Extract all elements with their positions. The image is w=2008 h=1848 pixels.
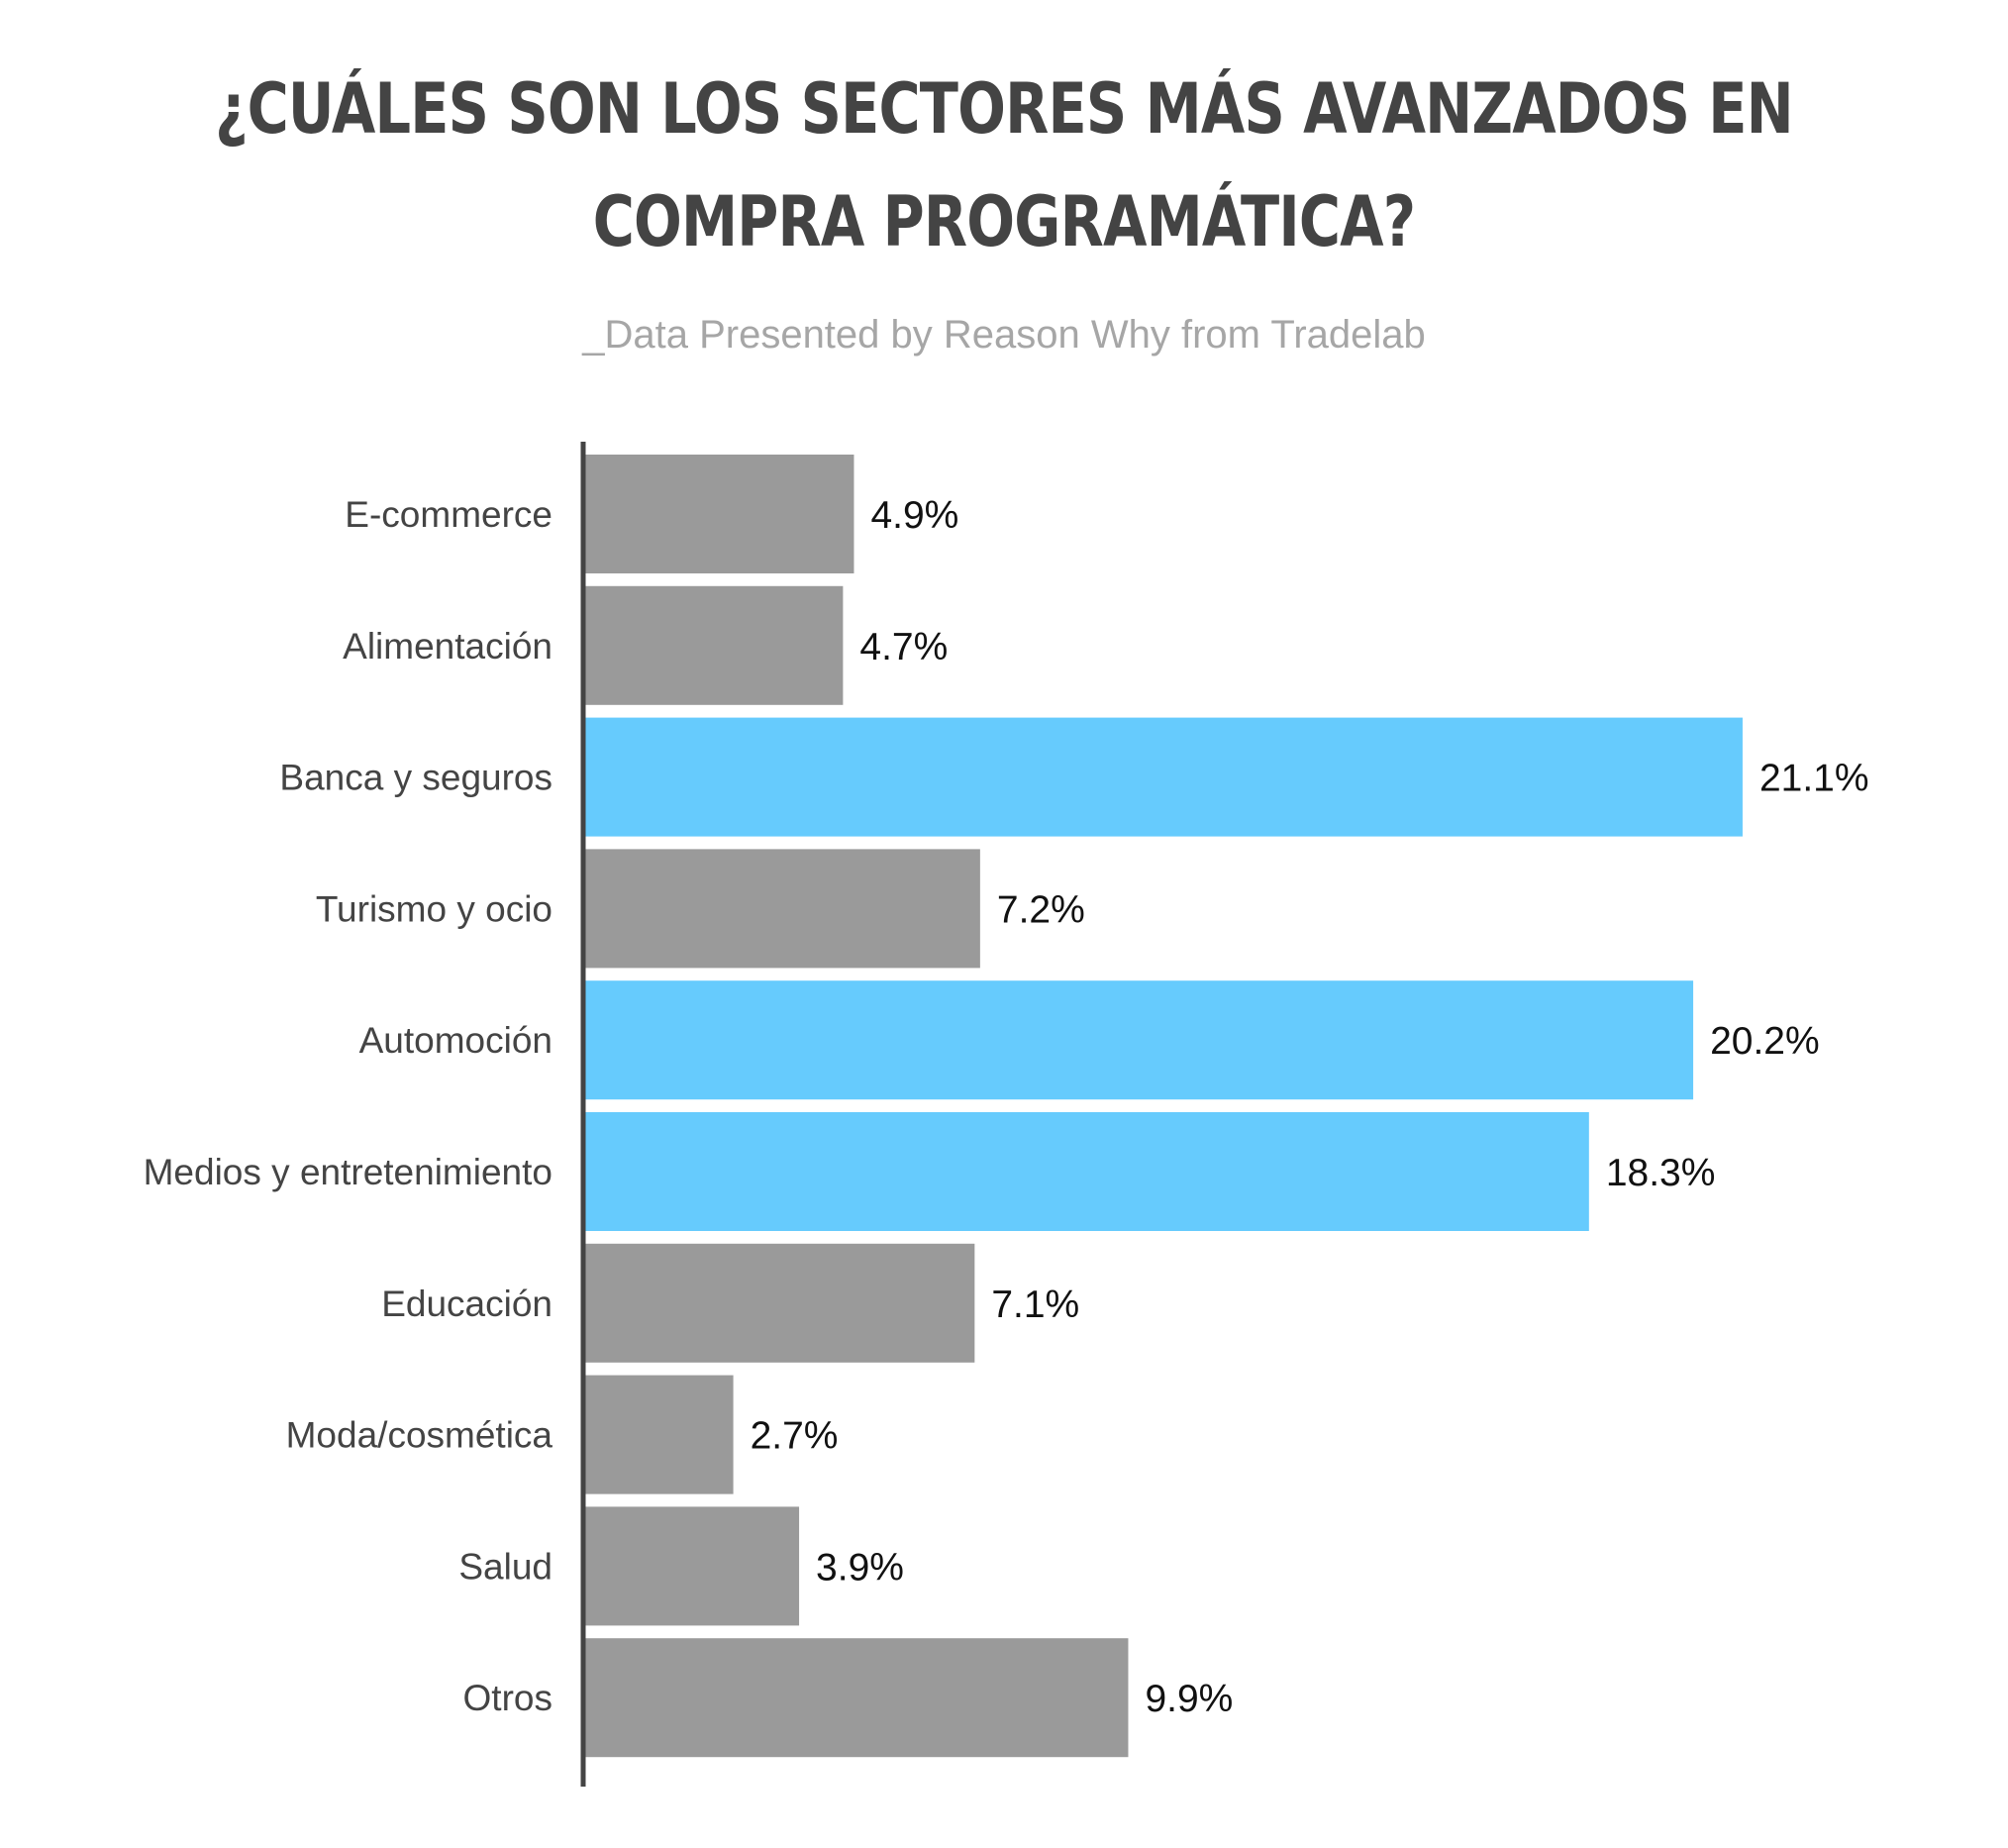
bar	[585, 849, 980, 969]
category-label: Educación	[381, 1283, 552, 1324]
bar	[585, 1112, 1589, 1231]
chart-title-line-1: ¿CUÁLES SON LOS SECTORES MÁS AVANZADOS E…	[215, 68, 1794, 150]
value-label: 21.1%	[1759, 758, 1869, 800]
category-label: Medios y entretenimiento	[144, 1152, 552, 1192]
bar	[585, 1243, 975, 1363]
category-label: E-commerce	[345, 494, 552, 535]
value-label: 9.9%	[1145, 1678, 1233, 1720]
bar	[585, 1375, 734, 1494]
value-label: 7.2%	[997, 888, 1085, 931]
value-label: 20.2%	[1710, 1020, 1820, 1063]
chart-subtitle: _Data Presented by Reason Why from Trade…	[582, 313, 1426, 357]
bar	[585, 1506, 800, 1626]
chart-title-line-2: COMPRA PROGRAMÁTICA?	[592, 181, 1416, 262]
category-label: Turismo y ocio	[316, 888, 552, 929]
value-label: 4.9%	[870, 494, 958, 537]
bar	[585, 455, 854, 573]
bar	[585, 980, 1694, 1100]
value-label: 7.1%	[991, 1283, 1079, 1326]
bar	[585, 717, 1743, 837]
value-label: 4.7%	[859, 626, 948, 668]
category-label: Alimentación	[343, 626, 552, 667]
category-label: Banca y seguros	[279, 758, 552, 798]
value-label: 18.3%	[1606, 1152, 1716, 1194]
value-label: 2.7%	[751, 1415, 839, 1458]
category-label: Moda/cosmética	[286, 1415, 553, 1456]
bar	[585, 585, 844, 705]
category-label: Automoción	[359, 1020, 552, 1061]
category-label: Otros	[463, 1678, 552, 1718]
bar	[585, 1638, 1129, 1758]
value-label: 3.9%	[816, 1546, 904, 1589]
category-label: Salud	[458, 1546, 552, 1587]
